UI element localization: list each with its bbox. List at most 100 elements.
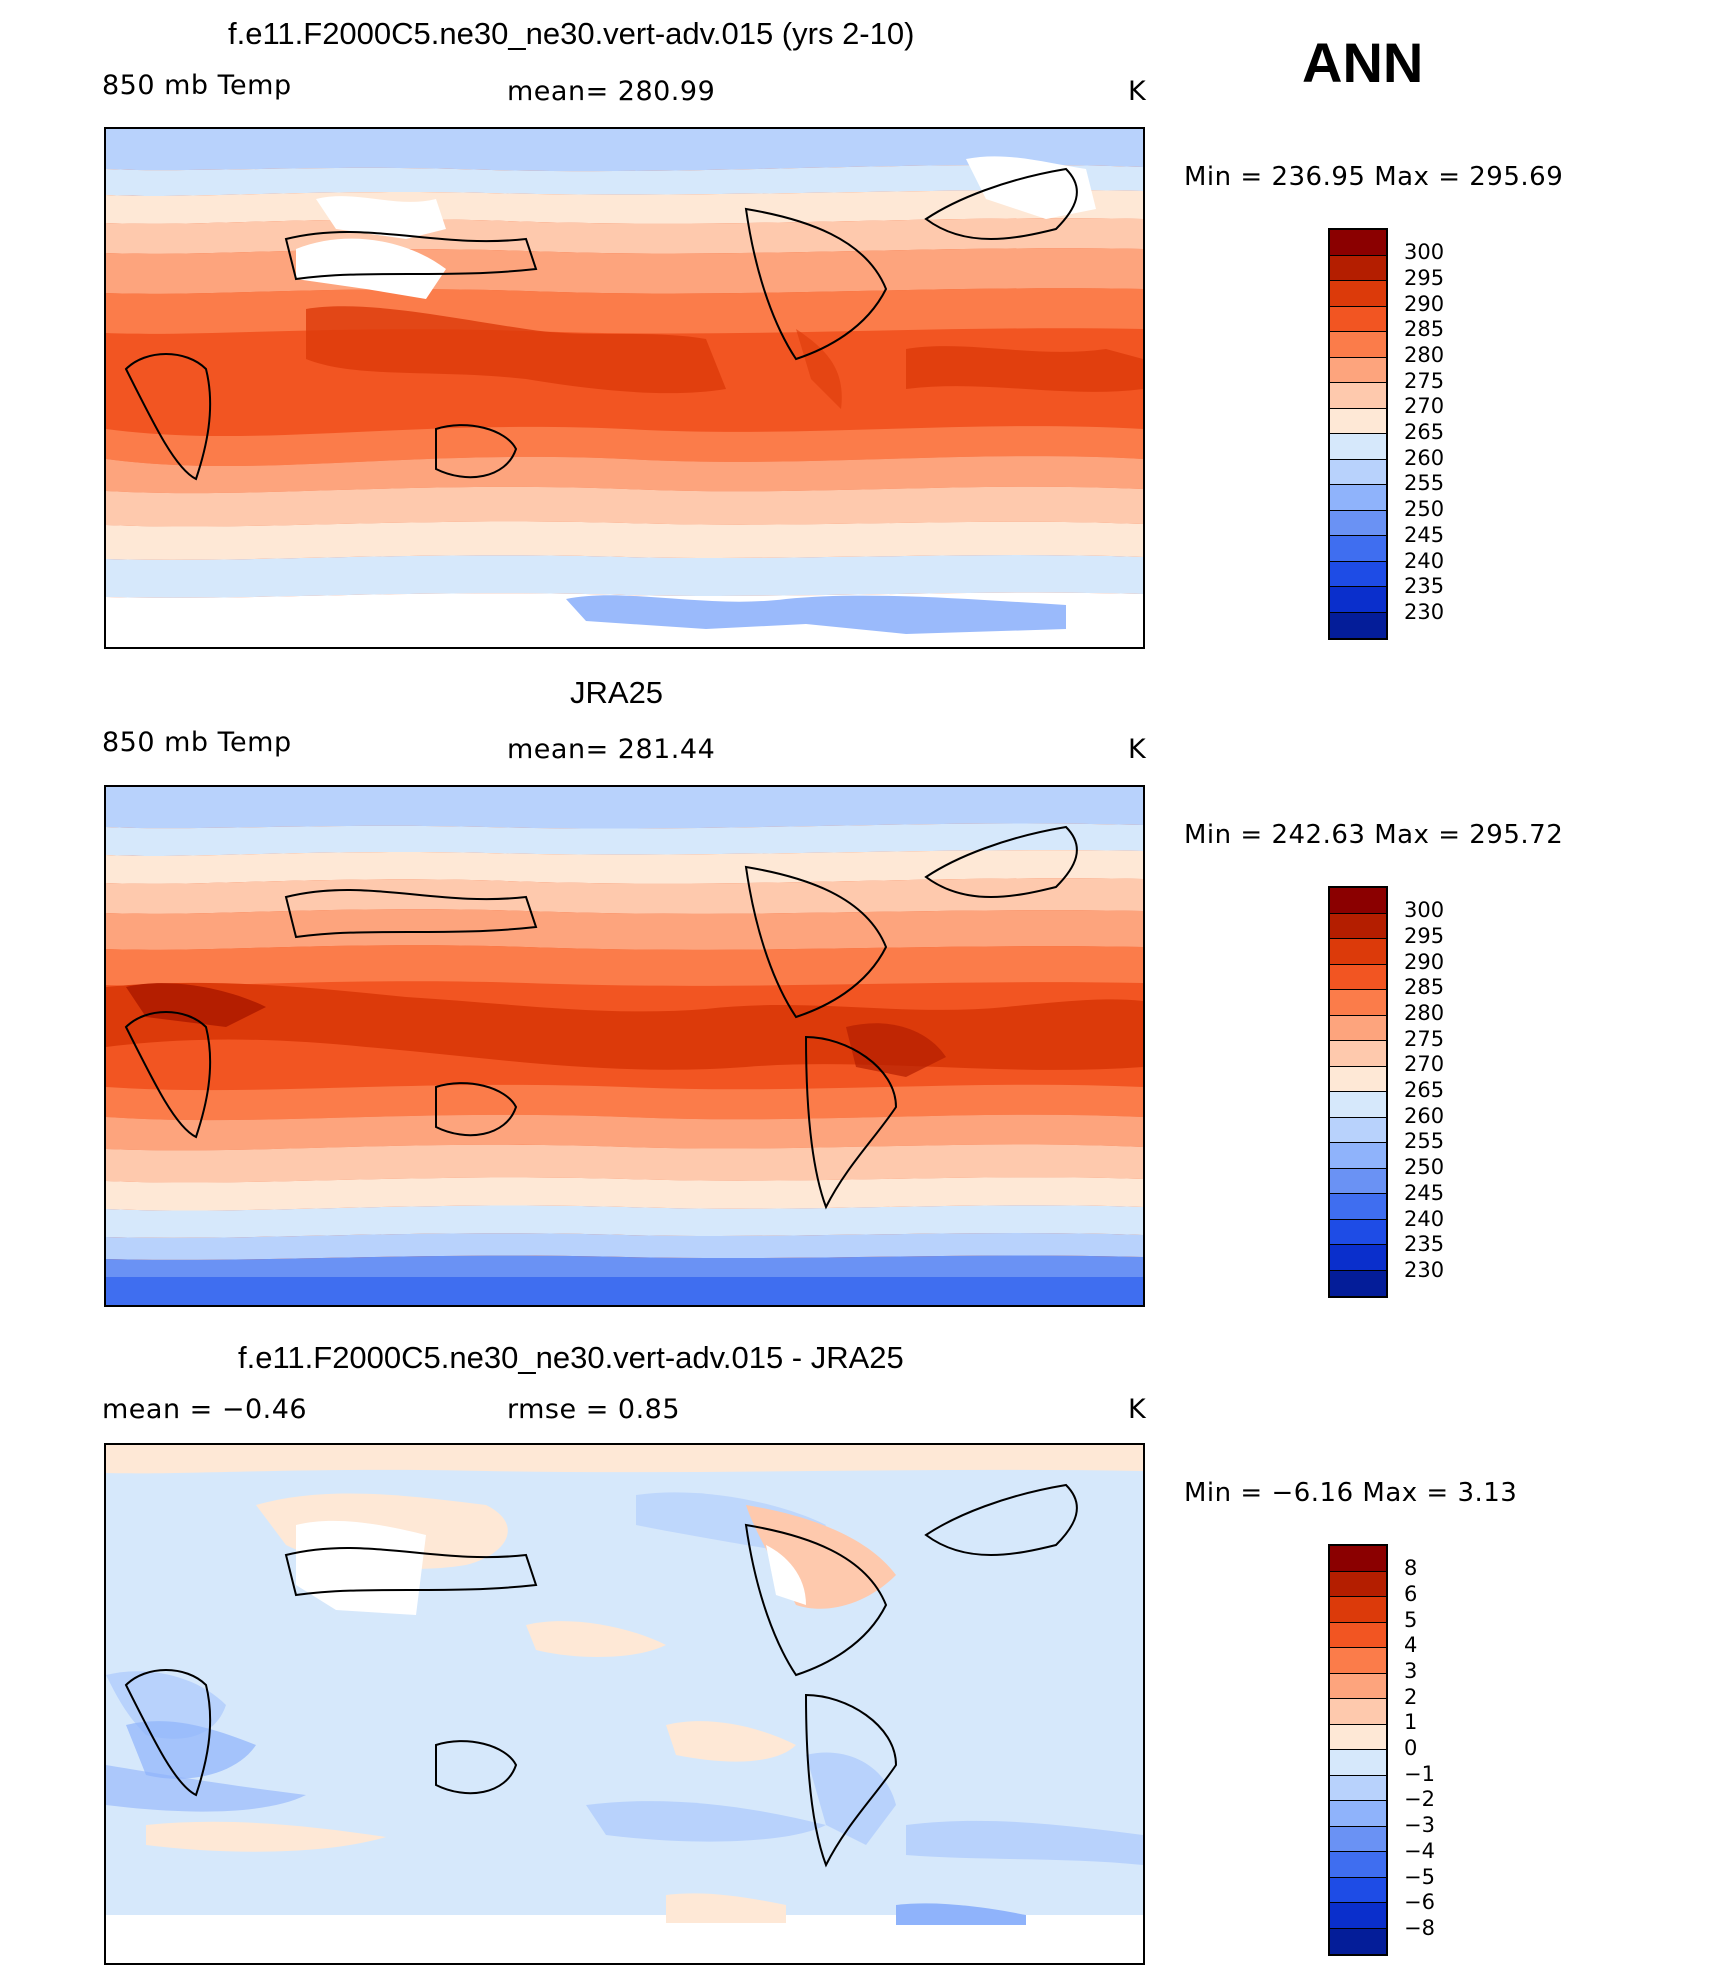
colorbar-swatch [1330, 1622, 1386, 1648]
colorbar-swatch [1330, 1877, 1386, 1903]
colorbar-swatch [1330, 1270, 1386, 1296]
colorbar-swatch [1330, 332, 1386, 358]
colorbar-swatch [1330, 1750, 1386, 1776]
panel-3-units: K [1128, 1394, 1147, 1425]
colorbar-swatch [1330, 587, 1386, 613]
colorbar-swatch [1330, 230, 1386, 256]
panel-1-variable-label: 850 mb Temp [102, 70, 292, 101]
colorbar-tick: 285 [1404, 975, 1445, 999]
colorbar-swatch [1330, 281, 1386, 307]
colorbar-tick: 300 [1404, 240, 1445, 264]
colorbar-tick: −8 [1404, 1916, 1435, 1940]
colorbar-tick: 0 [1404, 1736, 1418, 1760]
colorbar-swatch [1330, 1092, 1386, 1118]
colorbar-tick: 235 [1404, 574, 1445, 598]
panel-2-variable-label: 850 mb Temp [102, 727, 292, 758]
panel-3-mean-label: mean = −0.46 [102, 1394, 308, 1425]
colorbar-swatch [1330, 383, 1386, 409]
colorbar-tick: 260 [1404, 446, 1445, 470]
panel-1-mean-label: mean= 280.99 [507, 76, 716, 107]
colorbar-tick: −5 [1404, 1865, 1435, 1889]
colorbar-swatch [1330, 1041, 1386, 1067]
colorbar-swatch [1330, 990, 1386, 1016]
season-label: ANN [1302, 31, 1424, 94]
colorbar-tick: −4 [1404, 1839, 1435, 1863]
panel-1-map [104, 127, 1145, 649]
colorbar-tick: −2 [1404, 1787, 1435, 1811]
colorbar-swatch [1330, 888, 1386, 914]
panel-2-colorbar [1328, 886, 1388, 1298]
colorbar-tick: 235 [1404, 1232, 1445, 1256]
colorbar-tick: 255 [1404, 471, 1445, 495]
colorbar-tick: 290 [1404, 950, 1445, 974]
colorbar-swatch [1330, 561, 1386, 587]
colorbar-tick: 240 [1404, 1207, 1445, 1231]
colorbar-tick: 270 [1404, 1052, 1445, 1076]
colorbar-tick: 275 [1404, 1027, 1445, 1051]
panel-3-rmse-label: rmse = 0.85 [507, 1394, 681, 1425]
colorbar-tick: 6 [1404, 1582, 1418, 1606]
colorbar-swatch [1330, 536, 1386, 562]
colorbar-tick: 250 [1404, 1155, 1445, 1179]
panel-3-title: f.e11.F2000C5.ne30_ne30.vert-adv.015 - J… [238, 1340, 904, 1375]
colorbar-swatch [1330, 1066, 1386, 1092]
colorbar-tick: 230 [1404, 1258, 1445, 1282]
colorbar-tick: 245 [1404, 523, 1445, 547]
colorbar-swatch [1330, 1699, 1386, 1725]
colorbar-swatch [1330, 510, 1386, 536]
colorbar-tick: 285 [1404, 317, 1445, 341]
colorbar-tick: 280 [1404, 343, 1445, 367]
colorbar-swatch [1330, 612, 1386, 638]
panel-3-minmax: Min = −6.16 Max = 3.13 [1184, 1478, 1518, 1508]
colorbar-tick: 295 [1404, 924, 1445, 948]
colorbar-swatch [1330, 357, 1386, 383]
colorbar-tick: 270 [1404, 394, 1445, 418]
colorbar-tick: 295 [1404, 266, 1445, 290]
colorbar-swatch [1330, 1826, 1386, 1852]
colorbar-tick: 245 [1404, 1181, 1445, 1205]
colorbar-tick: 3 [1404, 1659, 1418, 1683]
colorbar-swatch [1330, 1143, 1386, 1169]
colorbar-swatch [1330, 1903, 1386, 1929]
colorbar-swatch [1330, 1571, 1386, 1597]
colorbar-swatch [1330, 1724, 1386, 1750]
colorbar-tick: 265 [1404, 420, 1445, 444]
colorbar-tick: 250 [1404, 497, 1445, 521]
colorbar-tick: 265 [1404, 1078, 1445, 1102]
colorbar-swatch [1330, 1194, 1386, 1220]
colorbar-tick: 230 [1404, 600, 1445, 624]
colorbar-tick: 300 [1404, 898, 1445, 922]
colorbar-swatch [1330, 1928, 1386, 1954]
colorbar-tick: 260 [1404, 1104, 1445, 1128]
colorbar-swatch [1330, 1168, 1386, 1194]
panel-1-minmax: Min = 236.95 Max = 295.69 [1184, 162, 1564, 192]
colorbar-swatch [1330, 939, 1386, 965]
colorbar-swatch [1330, 1015, 1386, 1041]
colorbar-swatch [1330, 1546, 1386, 1572]
colorbar-tick: 5 [1404, 1608, 1418, 1632]
colorbar-swatch [1330, 964, 1386, 990]
panel-1-title: f.e11.F2000C5.ne30_ne30.vert-adv.015 (yr… [228, 16, 915, 51]
colorbar-tick: 275 [1404, 369, 1445, 393]
colorbar-swatch [1330, 408, 1386, 434]
colorbar-swatch [1330, 1245, 1386, 1271]
colorbar-tick: 290 [1404, 292, 1445, 316]
panel-2-title: JRA25 [570, 675, 664, 710]
panel-3-map [104, 1443, 1145, 1965]
colorbar-tick: 4 [1404, 1633, 1418, 1657]
panel-2-mean-label: mean= 281.44 [507, 734, 716, 765]
panel-2-map [104, 785, 1145, 1307]
panel-3-colorbar [1328, 1544, 1388, 1956]
panel-2-units: K [1128, 734, 1147, 765]
colorbar-tick: −1 [1404, 1762, 1435, 1786]
colorbar-tick: 2 [1404, 1685, 1418, 1709]
colorbar-tick: 280 [1404, 1001, 1445, 1025]
panel-1-units: K [1128, 76, 1147, 107]
colorbar-tick: 255 [1404, 1129, 1445, 1153]
colorbar-swatch [1330, 1219, 1386, 1245]
panel-1-colorbar [1328, 228, 1388, 640]
panel-2-minmax: Min = 242.63 Max = 295.72 [1184, 820, 1564, 850]
colorbar-tick: −6 [1404, 1890, 1435, 1914]
colorbar-tick: 240 [1404, 549, 1445, 573]
colorbar-swatch [1330, 1648, 1386, 1674]
